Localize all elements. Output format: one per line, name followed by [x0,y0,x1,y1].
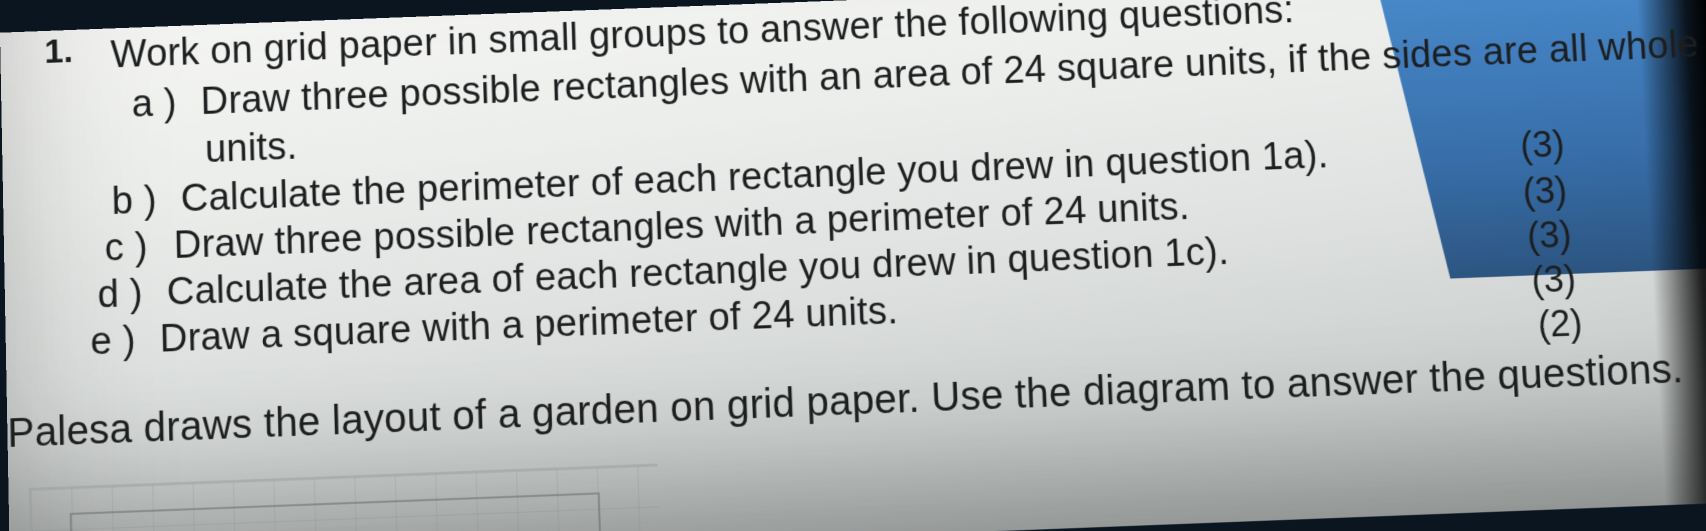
question-2-stem: Palesa draws the layout of a garden on g… [7,347,1685,458]
worksheet-page: 1. Work on grid paper in small groups to… [0,0,1706,531]
part-a-line2: units. [205,125,298,172]
part-b-letter: b ) [111,179,170,225]
part-c-letter: c ) [104,225,163,271]
part-d-letter: d ) [97,272,156,318]
part-d-marks: (3) [1530,258,1577,302]
part-a-letter: a ) [131,81,190,126]
part-b-marks: (3) [1522,169,1568,213]
part-e-marks: (2) [1537,302,1584,346]
part-c-marks: (3) [1526,213,1572,257]
question-number: 1. [44,32,73,72]
part-a-marks: (3) [1519,123,1565,167]
part-e-letter: e ) [90,319,149,365]
